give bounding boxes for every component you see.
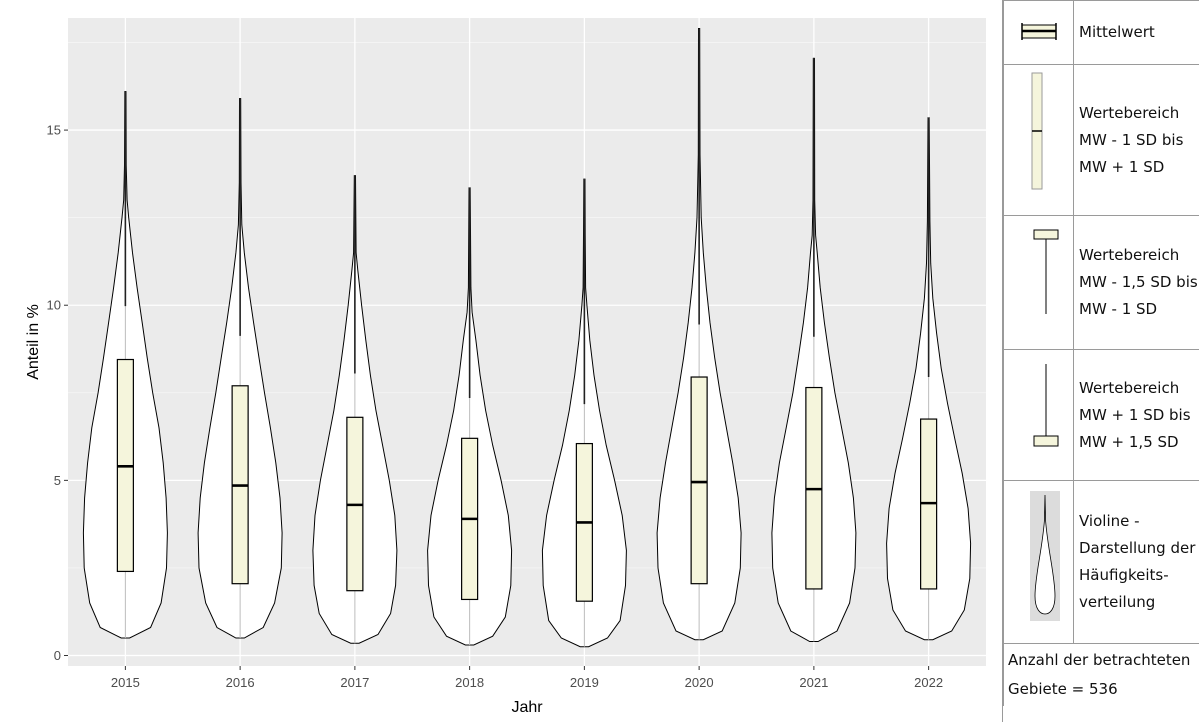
- lower-whisker-icon: [1004, 216, 1073, 345]
- x-tick-label: 2016: [226, 675, 255, 690]
- x-tick-label: 2020: [685, 675, 714, 690]
- legend-table: Mittelwert Wertebereich MW - 1 SD bis MW…: [1003, 0, 1199, 706]
- y-axis-title: Anteil in %: [25, 304, 42, 380]
- legend-label-violin: Violine - Darstellung der Häufigkeits-ve…: [1074, 481, 1199, 644]
- sd-box: [691, 377, 707, 584]
- sample-size-note: Anzahl der betrachteten Gebiete = 536: [1004, 644, 1199, 707]
- legend-panel: Mittelwert Wertebereich MW - 1 SD bis MW…: [1002, 0, 1198, 722]
- legend-symbol-lower-whisker: [1004, 216, 1074, 350]
- legend-label-lower-whisker: Wertebereich MW - 1,5 SD bis MW - 1 SD: [1074, 216, 1199, 350]
- legend-symbol-upper-whisker: [1004, 350, 1074, 481]
- x-axis-title: Jahr: [511, 699, 543, 716]
- legend-symbol-sd: [1004, 65, 1074, 216]
- y-ticks: 0 5 10 15: [47, 123, 68, 663]
- x-tick-label: 2017: [340, 675, 369, 690]
- x-tick-label: 2019: [570, 675, 599, 690]
- legend-row-lower-whisker: Wertebereich MW - 1,5 SD bis MW - 1 SD: [1004, 216, 1199, 350]
- legend-symbol-violin: [1004, 481, 1074, 644]
- legend-row-upper-whisker: Wertebereich MW + 1 SD bis MW + 1,5 SD: [1004, 350, 1199, 481]
- legend-row-violin: Violine - Darstellung der Häufigkeits-ve…: [1004, 481, 1199, 644]
- legend-label-mean: Mittelwert: [1074, 1, 1199, 65]
- x-tick-label: 2021: [799, 675, 828, 690]
- legend-label-upper-whisker: Wertebereich MW + 1 SD bis MW + 1,5 SD: [1074, 350, 1199, 481]
- legend-row-sd: Wertebereich MW - 1 SD bis MW + 1 SD: [1004, 65, 1199, 216]
- y-tick-label: 5: [54, 473, 61, 488]
- x-ticks: 2015 2016 2017 2018 2019 2020 2021 2022: [111, 666, 943, 690]
- legend-label-sd: Wertebereich MW - 1 SD bis MW + 1 SD: [1074, 65, 1199, 216]
- sd-box-icon: [1004, 65, 1073, 211]
- violin-icon: [1004, 481, 1073, 639]
- x-tick-label: 2022: [914, 675, 943, 690]
- legend-row-note: Anzahl der betrachteten Gebiete = 536: [1004, 644, 1199, 707]
- legend-row-mean: Mittelwert: [1004, 1, 1199, 65]
- x-tick-label: 2015: [111, 675, 140, 690]
- legend-symbol-mean: [1004, 1, 1074, 65]
- y-tick-label: 15: [47, 123, 61, 138]
- mean-line-icon: [1004, 1, 1073, 60]
- upper-whisker-icon: [1004, 350, 1073, 476]
- y-tick-label: 0: [54, 648, 61, 663]
- y-tick-label: 10: [47, 298, 61, 313]
- x-tick-label: 2018: [455, 675, 484, 690]
